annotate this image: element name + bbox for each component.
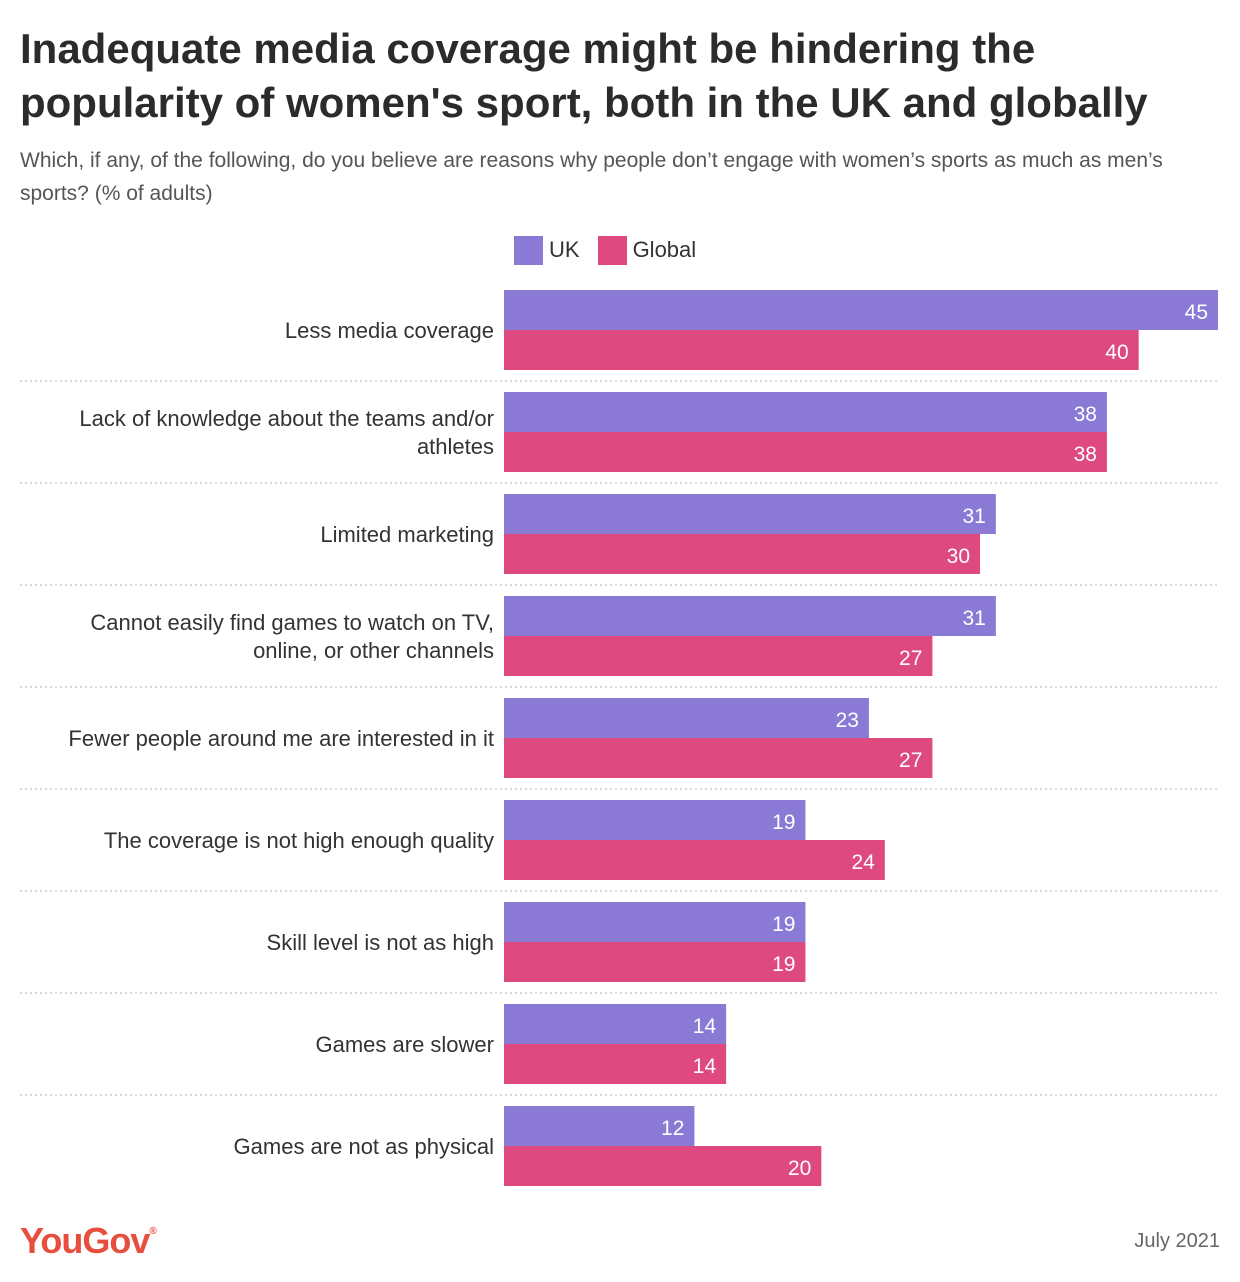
data-label-uk: 19 (772, 811, 795, 834)
category-label: Fewer people around me are interested in… (68, 726, 494, 751)
data-label-global: 14 (693, 1055, 717, 1078)
data-label-global: 27 (899, 647, 922, 670)
legend-item-uk: UK (514, 235, 580, 265)
data-label-uk: 31 (963, 505, 986, 528)
data-label-global: 40 (1105, 341, 1128, 364)
bar-global (504, 1146, 822, 1186)
bar-global (504, 636, 933, 676)
publication-date: July 2021 (1134, 1230, 1220, 1252)
data-label-global: 27 (899, 749, 922, 772)
legend-label-uk: UK (549, 237, 580, 262)
bar-global (504, 738, 933, 778)
bar-global (504, 330, 1139, 370)
data-label-uk: 23 (836, 709, 859, 732)
data-label-global: 30 (947, 545, 970, 568)
legend-item-global: Global (597, 235, 697, 265)
data-label-uk: 38 (1074, 403, 1097, 426)
category-label: Less media coverage (285, 318, 494, 343)
data-label-uk: 14 (693, 1015, 717, 1038)
bar-uk (504, 902, 806, 942)
category-label: Lack of knowledge about the teams and/or… (79, 406, 494, 459)
legend-label-global: Global (632, 237, 697, 262)
bar-global (504, 840, 885, 880)
yougov-logo: YouGov® (20, 1220, 157, 1262)
bar-global (504, 942, 806, 982)
data-label-uk: 31 (963, 607, 986, 630)
bar-global (504, 1044, 727, 1084)
category-label: Games are not as physical (234, 1134, 494, 1159)
chart-title: Inadequate media coverage might be hinde… (20, 25, 1148, 126)
bar-uk (504, 1106, 695, 1146)
category-label: Limited marketing (320, 522, 494, 547)
bar-uk (504, 1004, 727, 1044)
data-label-global: 38 (1074, 443, 1097, 466)
logo-text: YouGov (20, 1220, 150, 1261)
bar-global (504, 534, 980, 574)
bar-uk (504, 596, 996, 636)
data-label-uk: 12 (661, 1117, 684, 1140)
bar-uk (504, 494, 996, 534)
logo-registered-mark: ® (149, 1226, 156, 1237)
bar-global (504, 432, 1107, 472)
legend: UK Global (514, 234, 714, 266)
data-label-uk: 45 (1185, 301, 1208, 324)
bar-uk (504, 800, 806, 840)
data-label-global: 20 (788, 1157, 811, 1180)
data-label-uk: 19 (772, 913, 795, 936)
category-label: The coverage is not high enough quality (104, 828, 494, 853)
category-label: Skill level is not as high (267, 930, 494, 955)
data-label-global: 24 (851, 851, 875, 874)
category-label: Games are slower (315, 1032, 494, 1057)
bar-uk (504, 698, 869, 738)
bar-uk (504, 392, 1107, 432)
legend-swatch-global (597, 235, 627, 265)
legend-swatch-uk (514, 235, 543, 265)
category-label: Cannot easily find games to watch on TV,… (90, 610, 494, 663)
data-label-global: 19 (772, 953, 795, 976)
bar-chart: Less media coverage 45 40 Lack of knowledge… (20, 290, 1218, 1186)
bar-uk (504, 290, 1218, 330)
chart-subtitle: Which, if any, of the following, do you … (20, 149, 1163, 205)
